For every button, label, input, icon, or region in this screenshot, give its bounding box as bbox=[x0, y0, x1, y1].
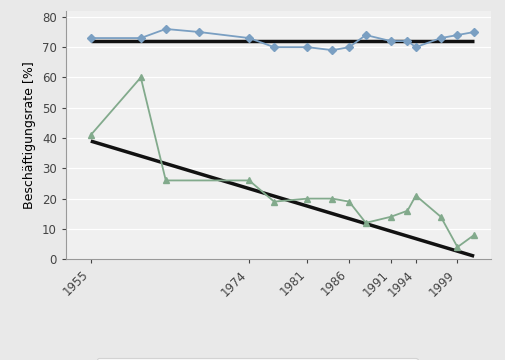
Legend: % in der Allgemeinbevölkerung, % in SMI: % in der Allgemeinbevölkerung, % in SMI bbox=[96, 357, 417, 360]
Y-axis label: Beschäftigungsrate [%]: Beschäftigungsrate [%] bbox=[23, 61, 36, 209]
